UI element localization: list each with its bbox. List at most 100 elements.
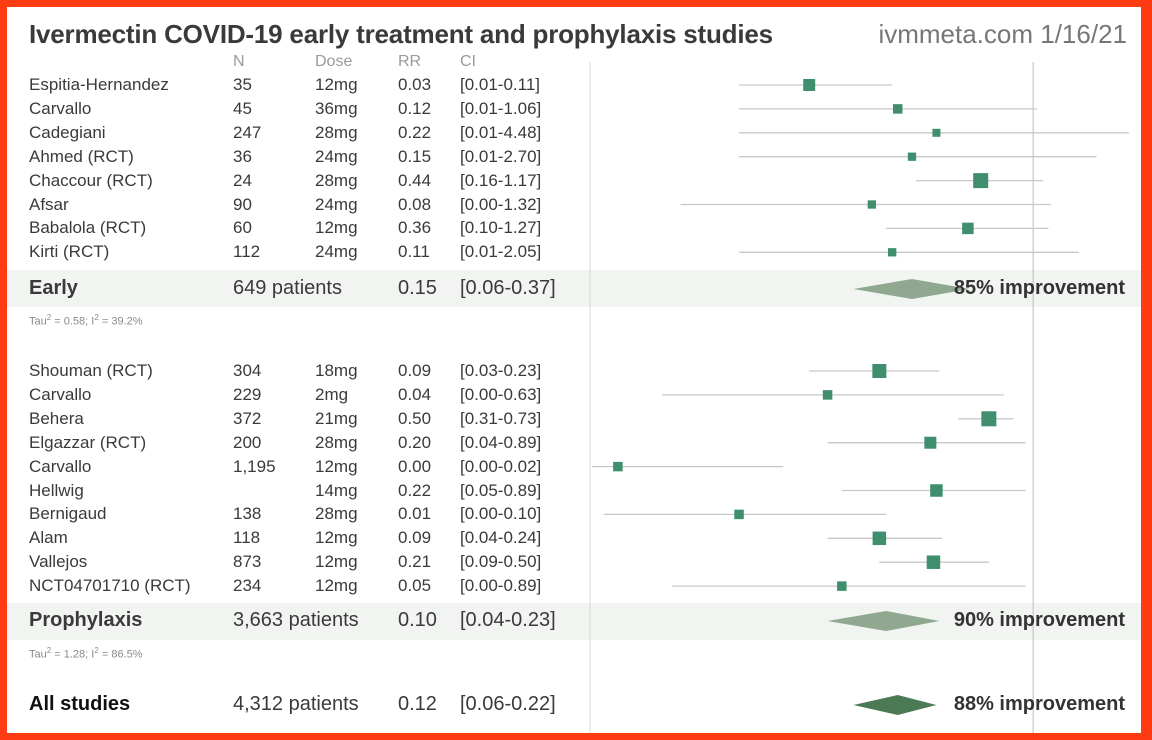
study-n: 304 bbox=[233, 361, 262, 380]
study-ci: [0.00-1.32] bbox=[460, 194, 542, 214]
study-dose: 2mg bbox=[315, 384, 349, 404]
all-studies-ci: [0.06-0.22] bbox=[460, 693, 556, 715]
group-1-ci: [0.04-0.23] bbox=[460, 609, 556, 631]
study-marker bbox=[803, 79, 816, 91]
study-ci: [0.00-0.89] bbox=[460, 576, 542, 596]
study-n: 60 bbox=[233, 218, 252, 238]
prophylaxis-summary-band bbox=[7, 603, 1141, 640]
study-rr: 0.15 bbox=[398, 146, 432, 166]
study-marker bbox=[907, 152, 917, 161]
study-name: Behera bbox=[29, 408, 84, 428]
study-rr: 0.20 bbox=[398, 432, 432, 452]
study-rr: 0.21 bbox=[398, 552, 432, 572]
study-name: Babalola (RCT) bbox=[29, 218, 147, 238]
tau-value: 0.58 bbox=[63, 315, 86, 328]
study-ci: [0.05-0.89] bbox=[460, 480, 542, 500]
study-rr: 0.44 bbox=[398, 170, 432, 190]
study-ci: [0.00-0.02] bbox=[460, 456, 542, 476]
study-rr: 0.01 bbox=[398, 504, 432, 524]
study-n: 24 bbox=[233, 170, 252, 190]
study-marker bbox=[924, 436, 937, 449]
forest-plot-area bbox=[589, 62, 1129, 733]
study-n: 118 bbox=[233, 528, 261, 548]
study-rr: 0.03 bbox=[398, 75, 432, 94]
all-studies-patients: 4,312 patients bbox=[233, 693, 359, 715]
study-rr: 0.09 bbox=[398, 528, 432, 548]
column-header-n: N bbox=[233, 53, 245, 70]
study-marker bbox=[932, 128, 941, 137]
study-rr: 0.00 bbox=[398, 456, 432, 476]
study-marker bbox=[888, 248, 897, 257]
study-ci: [0.01-1.06] bbox=[460, 98, 542, 118]
group-1-heterogeneity: Tau2 = 1.28; I2 = 86.5% bbox=[29, 646, 143, 661]
i2-value: 86.5% bbox=[111, 648, 143, 661]
group-0-name: Early bbox=[29, 277, 78, 299]
forest-plot-figure: Ivermectin COVID-19 early treatment and … bbox=[7, 7, 1141, 733]
group-1-rr: 0.10 bbox=[398, 609, 437, 631]
study-name: Carvallo bbox=[29, 98, 92, 118]
study-marker bbox=[837, 581, 847, 591]
study-name: Alam bbox=[29, 528, 68, 548]
study-ci: [0.01-0.11] bbox=[460, 75, 541, 94]
study-n: 200 bbox=[233, 432, 262, 452]
study-ci: [0.09-0.50] bbox=[460, 552, 542, 572]
study-rr: 0.22 bbox=[398, 122, 432, 142]
tau-value: 1.28 bbox=[63, 648, 86, 661]
study-dose: 28mg bbox=[315, 504, 358, 524]
study-dose: 21mg bbox=[315, 408, 358, 428]
study-marker bbox=[981, 411, 997, 427]
study-dose: 12mg bbox=[315, 552, 358, 572]
column-header-rr: RR bbox=[398, 53, 422, 70]
study-marker bbox=[926, 555, 941, 569]
study-n: 138 bbox=[233, 504, 262, 524]
study-rr: 0.22 bbox=[398, 480, 432, 500]
study-rr: 0.08 bbox=[398, 194, 432, 214]
study-name: NCT04701710 (RCT) bbox=[29, 576, 191, 596]
all-studies-diamond bbox=[853, 695, 937, 715]
study-rr: 0.11 bbox=[398, 242, 430, 262]
study-rr: 0.36 bbox=[398, 218, 432, 238]
study-name: Carvallo bbox=[29, 456, 92, 476]
study-name: Hellwig bbox=[29, 480, 84, 500]
study-marker bbox=[973, 173, 989, 189]
study-dose: 12mg bbox=[315, 456, 358, 476]
study-dose: 12mg bbox=[315, 576, 358, 596]
study-n: 36 bbox=[233, 146, 252, 166]
study-ci: [0.01-2.05] bbox=[460, 242, 542, 262]
study-name: Shouman (RCT) bbox=[29, 361, 153, 380]
study-dose: 14mg bbox=[315, 480, 358, 500]
study-ci: [0.04-0.89] bbox=[460, 432, 542, 452]
study-ci: [0.16-1.17] bbox=[460, 170, 542, 190]
group-1-diamond bbox=[827, 611, 940, 631]
column-header-ci: CI bbox=[460, 53, 476, 70]
all-studies-rr: 0.12 bbox=[398, 693, 437, 715]
study-name: Carvallo bbox=[29, 384, 92, 404]
study-ci: [0.03-0.23] bbox=[460, 361, 542, 380]
study-marker bbox=[822, 390, 833, 400]
group-0-diamond bbox=[853, 279, 970, 299]
study-marker bbox=[872, 364, 887, 378]
study-ci: [0.01-2.70] bbox=[460, 146, 542, 166]
study-ci: [0.10-1.27] bbox=[460, 218, 542, 238]
study-n: 35 bbox=[233, 75, 252, 94]
group-1-name: Prophylaxis bbox=[29, 609, 143, 631]
group-0-heterogeneity: Tau2 = 0.58; I2 = 39.2% bbox=[29, 313, 143, 328]
study-name: Ahmed (RCT) bbox=[29, 146, 134, 166]
study-ci: [0.00-0.10] bbox=[460, 504, 542, 524]
study-dose: 24mg bbox=[315, 194, 358, 214]
study-marker bbox=[930, 484, 943, 497]
group-0-patients: 649 patients bbox=[233, 277, 342, 299]
study-n: 45 bbox=[233, 98, 252, 118]
study-dose: 24mg bbox=[315, 242, 358, 262]
study-marker bbox=[962, 222, 974, 235]
study-dose: 28mg bbox=[315, 122, 358, 142]
study-marker bbox=[892, 104, 903, 114]
group-1-improvement: 90% improvement bbox=[953, 609, 1125, 631]
source-label: ivmmeta.com 1/16/21 bbox=[878, 19, 1127, 49]
study-ci: [0.01-4.48] bbox=[460, 122, 542, 142]
group-1-patients: 3,663 patients bbox=[233, 609, 359, 631]
all-studies-name: All studies bbox=[29, 693, 131, 715]
study-name: Vallejos bbox=[29, 552, 88, 572]
study-name: Espitia-Hernandez bbox=[29, 75, 169, 94]
study-n: 90 bbox=[233, 194, 252, 214]
